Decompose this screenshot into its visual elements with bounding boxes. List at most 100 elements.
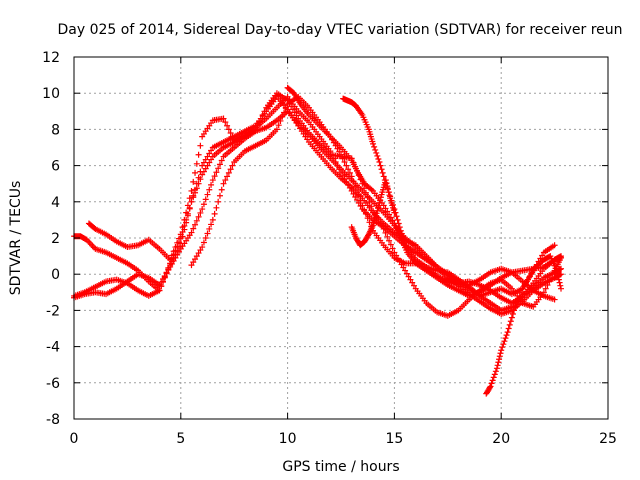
data-point (558, 265, 565, 272)
data-point (491, 371, 498, 378)
y-tick-label: 12 (42, 50, 60, 66)
data-point (227, 166, 234, 173)
data-point (354, 196, 361, 203)
data-point (373, 149, 380, 156)
data-point (167, 263, 174, 270)
data-point (551, 296, 558, 303)
data-point (554, 270, 561, 277)
data-point (327, 148, 334, 155)
data-point (372, 146, 379, 153)
data-point (229, 162, 236, 169)
data-point (383, 180, 390, 187)
data-point (181, 216, 188, 223)
data-point (206, 150, 213, 157)
data-point (229, 133, 236, 140)
data-point (176, 235, 183, 242)
data-point (556, 266, 563, 273)
data-point (380, 173, 387, 180)
series-track-8 (348, 177, 398, 249)
data-point (490, 374, 497, 381)
data-point (405, 273, 412, 280)
x-tick-label: 0 (70, 431, 79, 447)
data-point (188, 229, 195, 236)
data-point (375, 205, 382, 212)
data-point (513, 300, 520, 307)
data-point (501, 338, 508, 345)
x-tick-label: 10 (279, 431, 297, 447)
data-point (218, 186, 225, 193)
data-point (163, 269, 170, 276)
data-point (186, 205, 193, 212)
data-point (377, 162, 384, 169)
y-tick-label: 6 (51, 159, 60, 175)
data-point (403, 270, 410, 277)
data-point (224, 122, 231, 129)
x-tick-label: 20 (492, 431, 510, 447)
x-tick-label: 25 (599, 431, 617, 447)
data-point (350, 190, 357, 197)
data-point (338, 151, 344, 158)
data-point (389, 217, 396, 224)
data-point (386, 211, 393, 218)
data-point (558, 254, 565, 261)
y-tick-label: 10 (42, 86, 60, 102)
data-point (391, 249, 398, 256)
data-point (208, 221, 215, 228)
data-point (199, 162, 206, 169)
data-point (195, 151, 202, 158)
data-point (206, 225, 213, 232)
data-point (161, 273, 168, 280)
data-point (211, 210, 218, 217)
y-tick-label: 4 (51, 195, 60, 211)
data-point (403, 242, 410, 249)
data-point (192, 221, 199, 228)
data-point (495, 359, 502, 366)
data-point (199, 244, 206, 251)
data-point (195, 213, 202, 220)
data-point (220, 180, 227, 187)
data-point (370, 140, 377, 147)
data-point (555, 276, 562, 283)
data-point (172, 254, 179, 261)
data-point (387, 241, 394, 248)
data-point (197, 247, 204, 254)
data-point (488, 380, 495, 387)
data-point (200, 201, 207, 208)
data-point (364, 215, 371, 222)
data-point (208, 156, 215, 163)
data-point (188, 198, 195, 205)
y-axis-title: SDTVAR / TECUs (8, 181, 24, 296)
data-point (346, 184, 353, 191)
data-point (156, 287, 163, 294)
data-point (193, 160, 200, 167)
data-point (409, 279, 416, 286)
data-point (192, 169, 199, 176)
data-point (557, 282, 564, 289)
data-point (177, 231, 184, 238)
data-point (336, 148, 343, 155)
data-point (487, 383, 494, 390)
data-point (195, 250, 202, 257)
data-point (192, 186, 199, 193)
data-point (220, 115, 227, 122)
data-point (204, 191, 211, 198)
data-point (382, 205, 389, 212)
data-point (376, 158, 383, 165)
grid-layer (74, 57, 608, 419)
y-tick-label: 2 (51, 231, 60, 247)
data-point (393, 213, 400, 220)
data-point (366, 219, 373, 226)
data-point (375, 155, 382, 162)
y-tick-label: 0 (51, 267, 60, 283)
data-point (542, 285, 549, 292)
data-point (515, 296, 522, 303)
data-point (211, 173, 218, 180)
data-point (174, 239, 181, 246)
data-point (352, 183, 359, 190)
data-point (190, 225, 197, 232)
data-point (498, 347, 505, 354)
data-point (359, 202, 366, 209)
data-point (215, 198, 222, 205)
data-point (339, 172, 346, 179)
data-point (384, 208, 391, 215)
